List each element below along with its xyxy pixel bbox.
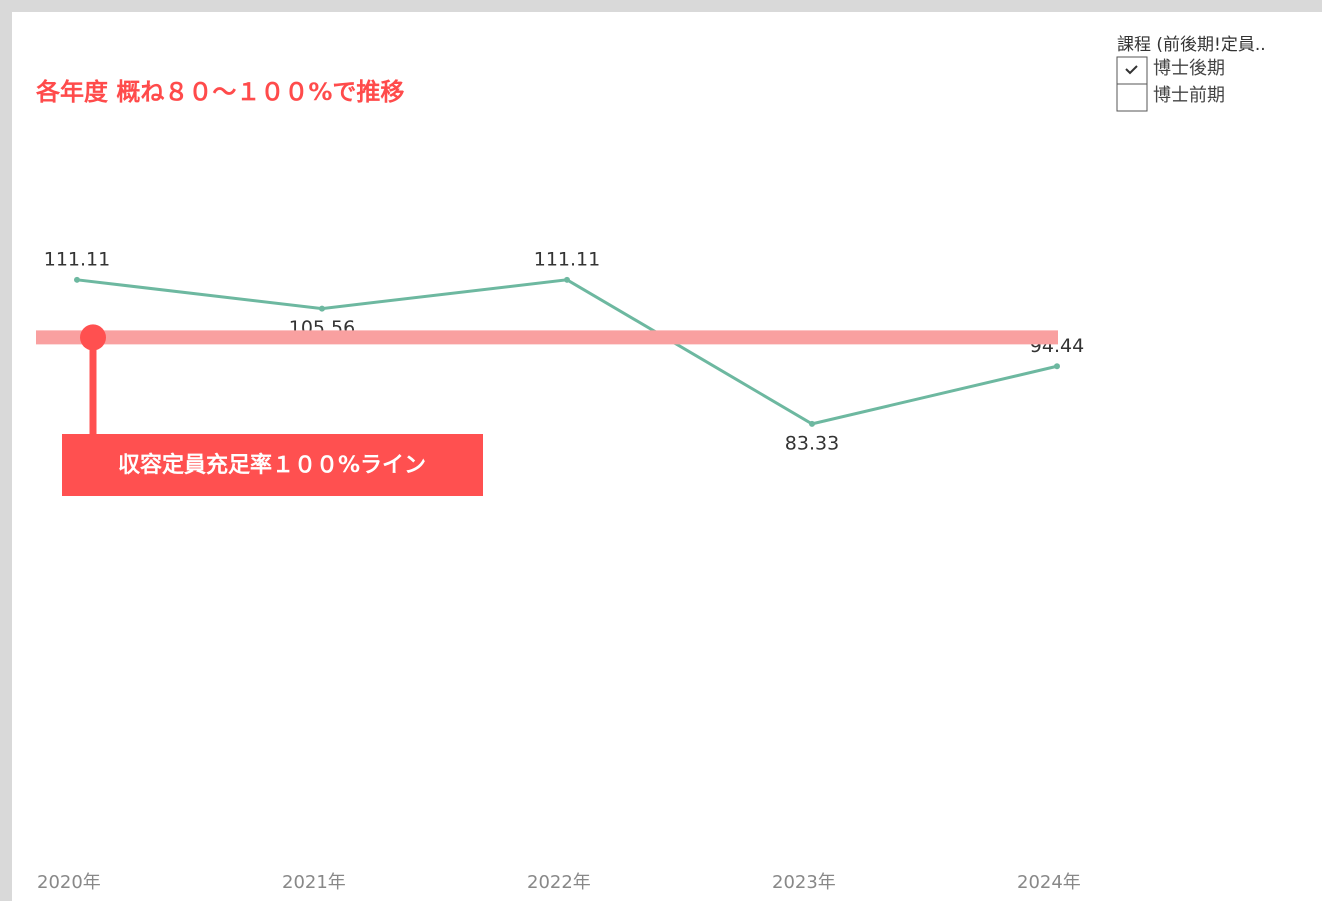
checkmark [1125,65,1138,75]
data-label: 83.33 [785,432,839,454]
chart-title: 各年度 概ね８０～１００%で推移 [35,78,404,106]
filter-option[interactable]: 博士前期 [1153,85,1225,106]
data-label: 111.11 [44,248,110,270]
data-label: 111.11 [534,248,600,270]
filter-title: 課程 (前後期!定員.. [1117,35,1266,55]
point [74,276,80,283]
point [1054,363,1060,370]
x-tick-label: 2021年 [282,872,346,893]
filter-checkbox[interactable] [1116,83,1148,112]
x-tick-label: 2022年 [527,872,591,893]
filter-option[interactable]: 博士後期 [1153,58,1225,79]
point [564,276,570,283]
x-tick-label: 2024年 [1017,872,1081,893]
point [809,420,815,427]
x-tick-label: 2023年 [772,872,836,893]
point [319,305,325,312]
callout-dot [80,324,106,351]
callout-box [62,434,483,496]
x-tick-label: 2020年 [37,872,101,893]
reference-label: 収容定員充足率１００%ライン [118,452,426,478]
